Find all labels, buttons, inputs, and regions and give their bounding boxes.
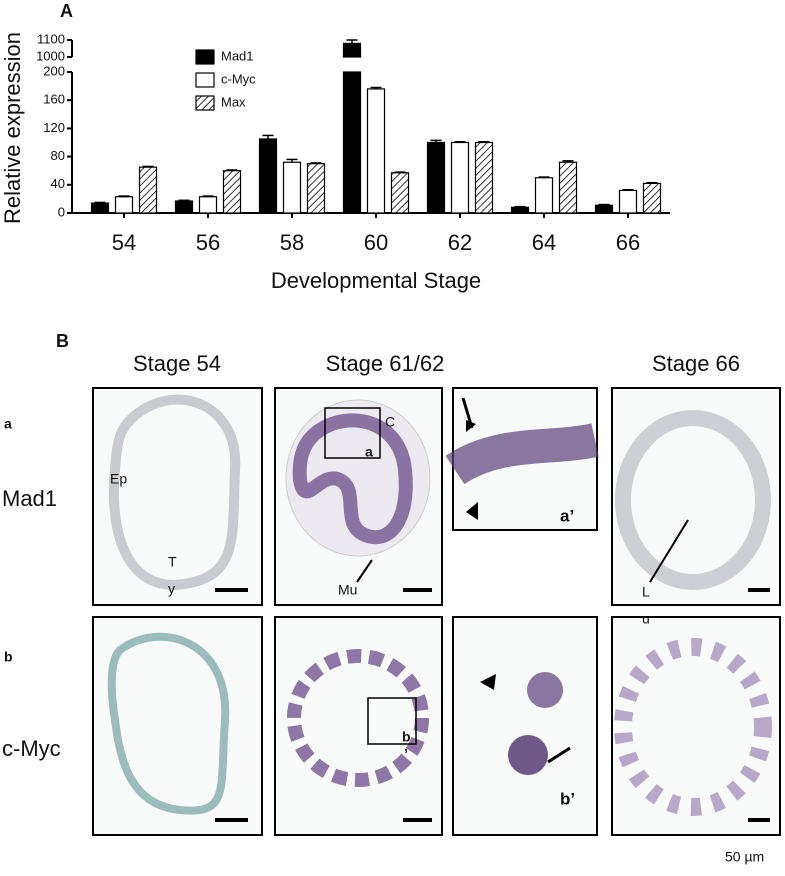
x-tick-label: 54: [112, 230, 136, 255]
tissue: [615, 410, 771, 590]
tissue: [508, 735, 548, 775]
legend-swatch: [195, 49, 215, 65]
bar: [342, 42, 362, 58]
y-tick-label: 0: [58, 204, 65, 219]
annotation: T: [168, 554, 177, 570]
bar: [258, 138, 278, 214]
bar: [306, 163, 326, 214]
y-tick-label: 200: [43, 63, 65, 78]
arrowhead: [466, 420, 476, 432]
tissue: [107, 632, 230, 815]
bar: [282, 161, 302, 214]
arrowhead: [480, 674, 496, 690]
tissue: [445, 423, 599, 485]
bar: [594, 204, 614, 214]
y-tick-label: 160: [43, 92, 65, 107]
annotation: Mu: [338, 582, 357, 598]
bar: [450, 141, 470, 214]
x-tick-label: 60: [364, 230, 388, 255]
annotation: L: [642, 584, 650, 600]
column-title: Stage 61/62: [326, 351, 445, 376]
pointer: [649, 519, 689, 583]
x-axis-label: Developmental Stage: [271, 268, 481, 293]
bar: [198, 196, 218, 214]
tissue: [287, 649, 429, 787]
annotation: u: [642, 611, 650, 627]
x-tick-label: 64: [532, 230, 556, 255]
micrograph: [452, 616, 598, 836]
x-tick-label: 62: [448, 230, 472, 255]
y-tick-label: 1100: [37, 31, 65, 46]
bar: [342, 71, 362, 214]
legend-label: Mad1: [221, 48, 254, 63]
panel-label: A: [60, 1, 73, 21]
y-tick-label: 40: [51, 176, 65, 191]
annotation: a’: [560, 506, 574, 525]
annotation: Ep: [110, 471, 127, 487]
bar: [90, 202, 110, 214]
inset-box: [324, 407, 381, 459]
x-tick-label: 56: [196, 230, 220, 255]
bar: [366, 88, 386, 214]
tissue: [527, 672, 563, 708]
bar: [558, 161, 578, 214]
row-letter: b: [4, 649, 13, 665]
arrowhead: [466, 502, 478, 520]
bar: [474, 141, 494, 214]
tissue: [292, 413, 413, 545]
annotation: ’: [404, 746, 408, 762]
y-axis-label: Relative expression: [0, 32, 25, 224]
row-label: Mad1: [2, 486, 57, 511]
legend-label: c-Myc: [221, 71, 256, 86]
bar: [618, 189, 638, 214]
annotation: b: [402, 729, 411, 745]
bar: [138, 166, 158, 214]
annotation: y: [168, 581, 175, 597]
row-label: c-Myc: [2, 736, 61, 761]
x-tick-label: 66: [616, 230, 640, 255]
legend-label: Max: [221, 94, 246, 109]
column-title: Stage 66: [652, 351, 740, 376]
column-title: Stage 54: [133, 351, 221, 376]
x-tick-label: 58: [280, 230, 304, 255]
legend-swatch: [195, 72, 215, 88]
bar: [222, 170, 242, 214]
bar: [426, 141, 446, 214]
bar: [642, 182, 662, 214]
inset-box: [367, 697, 417, 745]
legend-swatch: [195, 95, 215, 111]
y-tick-label: 120: [43, 120, 65, 135]
tissue: [614, 638, 772, 816]
bar: [174, 200, 194, 214]
pointer: [356, 559, 373, 583]
bar: [114, 196, 134, 214]
panel-label: B: [56, 331, 69, 351]
y-tick-label: 80: [51, 148, 65, 163]
annotation: a: [365, 444, 373, 460]
row-letter: a: [4, 416, 12, 432]
scale-label: 50 µm: [725, 849, 764, 865]
annotation: C: [385, 414, 395, 430]
arrow: [547, 746, 571, 764]
bar: [534, 177, 554, 214]
tissue: [108, 394, 241, 591]
scale-bars: [215, 588, 770, 822]
bar: [510, 206, 530, 214]
bar: [390, 172, 410, 214]
y-tick-label: 1000: [36, 48, 65, 63]
annotation: b’: [560, 789, 575, 808]
